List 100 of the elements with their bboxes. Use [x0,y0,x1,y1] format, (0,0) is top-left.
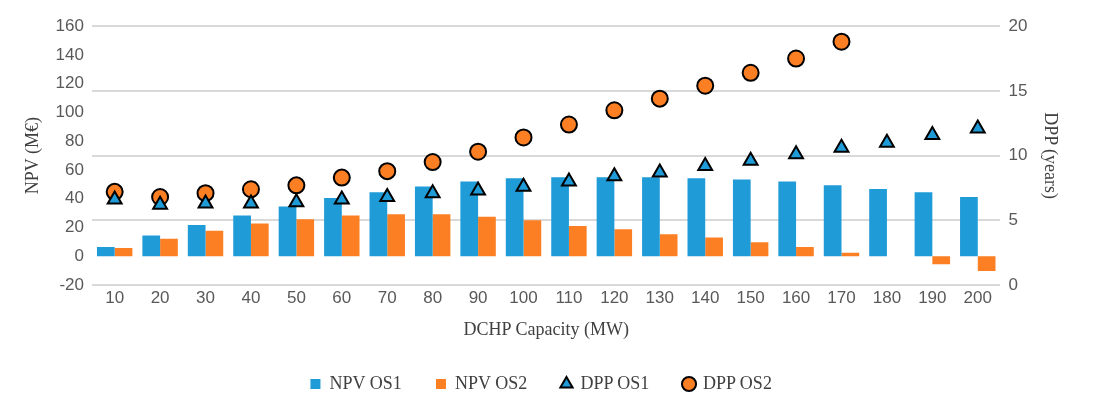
point [787,49,806,68]
bar [568,226,587,257]
y-tick-label: 120 [55,73,84,93]
bar [96,246,115,257]
x-tick-label: 120 [600,287,629,307]
bar [387,214,405,257]
point [288,193,305,208]
point [697,156,714,171]
point [788,145,804,160]
bar [142,235,161,257]
bar [687,178,706,257]
point [470,181,487,196]
y-tick-label: 20 [65,217,84,237]
x-tick-label: 40 [241,287,261,307]
y2-tick-label: 20 [1008,15,1028,35]
point [515,177,532,192]
bar [432,214,451,257]
x-tick-label: 90 [468,287,488,307]
point [606,167,623,182]
bar [187,224,206,257]
point [561,172,577,187]
legend-label: NPV OS2 [454,372,528,393]
point [832,32,851,51]
point [333,190,350,205]
y2-tick-label: 15 [1008,80,1028,100]
y-tick-label: 160 [55,15,84,35]
x-tick-label: 130 [645,287,674,307]
point [241,180,260,199]
y2-tick-label: 0 [1008,274,1018,294]
bar [750,242,769,257]
y-tick-label: 140 [55,44,84,64]
x-tick-label: 200 [963,287,992,307]
bar [250,223,269,257]
y2-axis-title: DPP (years) [1040,112,1062,200]
y-tick-label: 60 [65,159,84,179]
point [379,188,396,203]
x-tick-label: 180 [872,287,902,307]
x-tick-label: 30 [196,287,215,307]
y2-tick-label: 10 [1008,145,1028,165]
bar [796,246,814,257]
bar [732,179,751,257]
bar [778,181,797,257]
y-tick-label: 80 [65,130,84,150]
point [106,190,123,205]
x-tick-label: 80 [423,287,443,307]
bar [614,229,633,257]
bar [869,188,887,257]
point [197,194,214,209]
x-tick-label: 170 [827,287,856,307]
y-tick-label: 0 [74,245,84,265]
point [924,125,941,140]
bar [160,238,178,257]
point [741,63,760,82]
point [605,101,624,120]
bar [659,234,678,257]
x-tick-label: 10 [105,287,125,307]
point [879,133,895,148]
bar [914,192,933,257]
x-axis-title: DCHP Capacity (MW) [463,318,629,340]
x-tick-label: 50 [286,287,306,307]
bar [932,256,951,265]
bar [705,237,723,257]
point [514,128,533,147]
bar [823,185,842,257]
x-tick-label: 150 [736,287,765,307]
bar [977,256,996,272]
point [651,163,668,178]
point [243,194,259,209]
bar [478,216,496,257]
bar [114,248,133,257]
y-axis-title: NPV (M€) [21,117,43,195]
legend-label: DPP OS2 [703,372,772,393]
point [424,184,441,199]
y-tick-label: -20 [59,274,84,294]
point [650,89,669,108]
x-tick-label: 70 [377,287,397,307]
point [833,138,850,153]
point [332,168,351,187]
y-tick-label: 100 [55,102,84,122]
point [742,151,759,166]
bar [233,215,251,257]
legend-label: NPV OS1 [329,372,402,393]
bar [523,220,542,257]
x-tick-label: 160 [781,287,811,307]
legend-label: DPP OS1 [580,372,650,393]
bar [296,219,315,257]
point [559,115,578,134]
point [969,119,986,134]
bar [205,230,224,257]
point [378,162,397,181]
y-tick-label: 40 [65,188,84,208]
bar [960,197,978,257]
point [152,195,169,210]
x-tick-label: 110 [555,287,583,307]
point [696,76,715,95]
point [287,176,306,195]
x-tick-label: 140 [691,287,720,307]
x-tick-label: 60 [332,287,352,307]
x-tick-label: 100 [509,287,538,307]
x-tick-label: 190 [918,287,947,307]
